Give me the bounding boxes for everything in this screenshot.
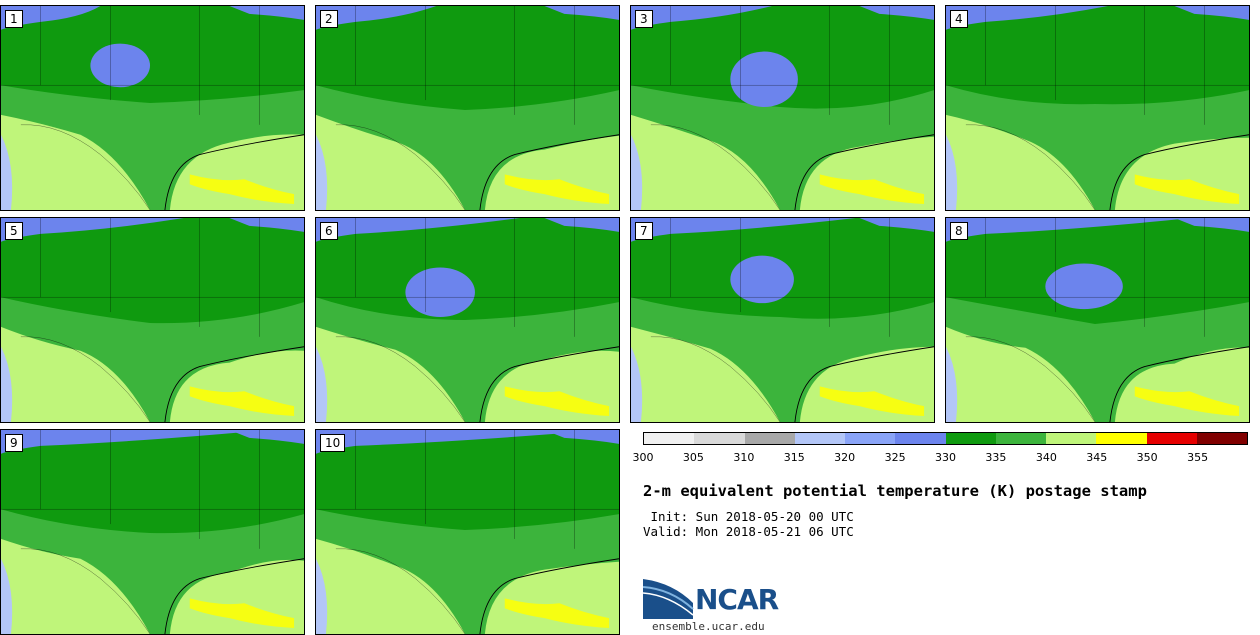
colorbar-tick-label: 340 bbox=[1035, 451, 1057, 464]
colorbar-tick-label: 345 bbox=[1086, 451, 1108, 464]
colorbar-swatch bbox=[744, 433, 795, 444]
colorbar-tick-label: 350 bbox=[1136, 451, 1158, 464]
colorbar-swatch bbox=[845, 433, 896, 444]
colorbar bbox=[643, 432, 1248, 445]
ncar-logo-mark bbox=[642, 579, 694, 619]
colorbar-tick-label: 305 bbox=[682, 451, 704, 464]
postage-stamp-panel: 7 bbox=[630, 217, 935, 423]
colorbar-tick-label: 325 bbox=[884, 451, 906, 464]
postage-stamp-panel: 1 bbox=[0, 5, 305, 211]
figure-title: 2-m equivalent potential temperature (K)… bbox=[643, 482, 1147, 500]
colorbar-swatch bbox=[895, 433, 946, 444]
init-time: Init: Sun 2018-05-20 00 UTC bbox=[643, 509, 854, 524]
panel-label: 7 bbox=[635, 222, 653, 240]
colorbar-tick-label: 320 bbox=[834, 451, 856, 464]
colorbar-swatch bbox=[945, 433, 996, 444]
colorbar-tick-label: 335 bbox=[985, 451, 1007, 464]
colorbar-swatch bbox=[1196, 433, 1247, 444]
colorbar-tick-label: 300 bbox=[632, 451, 654, 464]
map-field bbox=[316, 218, 619, 422]
panel-label: 5 bbox=[5, 222, 23, 240]
panel-label: 10 bbox=[320, 434, 346, 452]
postage-stamp-panel: 9 bbox=[0, 429, 305, 635]
valid-time: Valid: Mon 2018-05-21 06 UTC bbox=[643, 524, 854, 539]
colorbar-swatch bbox=[644, 433, 695, 444]
panel-label: 2 bbox=[320, 10, 338, 28]
panel-label: 8 bbox=[950, 222, 968, 240]
postage-stamp-panel: 6 bbox=[315, 217, 620, 423]
colorbar-swatch bbox=[995, 433, 1046, 444]
postage-stamp-panel: 8 bbox=[945, 217, 1250, 423]
map-field bbox=[946, 6, 1249, 210]
panel-label: 9 bbox=[5, 434, 23, 452]
postage-stamp-panel: 3 bbox=[630, 5, 935, 211]
map-field bbox=[631, 218, 934, 422]
colorbar-swatch bbox=[694, 433, 745, 444]
panel-label: 6 bbox=[320, 222, 338, 240]
colorbar-tick-label: 355 bbox=[1187, 451, 1209, 464]
map-field bbox=[316, 430, 619, 634]
map-field bbox=[1, 430, 304, 634]
colorbar-swatch bbox=[1046, 433, 1097, 444]
map-field bbox=[1, 218, 304, 422]
ncar-logo-text: NCAR bbox=[695, 583, 779, 616]
postage-stamp-panel: 5 bbox=[0, 217, 305, 423]
postage-stamp-panel: 10 bbox=[315, 429, 620, 635]
panel-label: 4 bbox=[950, 10, 968, 28]
colorbar-swatch bbox=[794, 433, 845, 444]
colorbar-tick-label: 330 bbox=[935, 451, 956, 464]
panel-label: 1 bbox=[5, 10, 23, 28]
panel-label: 3 bbox=[635, 10, 653, 28]
postage-stamp-panel: 4 bbox=[945, 5, 1250, 211]
site-url: ensemble.ucar.edu bbox=[652, 620, 765, 633]
ncar-logo: NCAR bbox=[642, 579, 793, 619]
map-field bbox=[631, 6, 934, 210]
colorbar-swatch bbox=[1146, 433, 1197, 444]
map-field bbox=[316, 6, 619, 210]
map-field bbox=[1, 6, 304, 210]
colorbar-tick-label: 315 bbox=[783, 451, 805, 464]
colorbar-tick-label: 310 bbox=[733, 451, 755, 464]
colorbar-swatch bbox=[1096, 433, 1147, 444]
map-field bbox=[946, 218, 1249, 422]
postage-stamp-panel: 2 bbox=[315, 5, 620, 211]
